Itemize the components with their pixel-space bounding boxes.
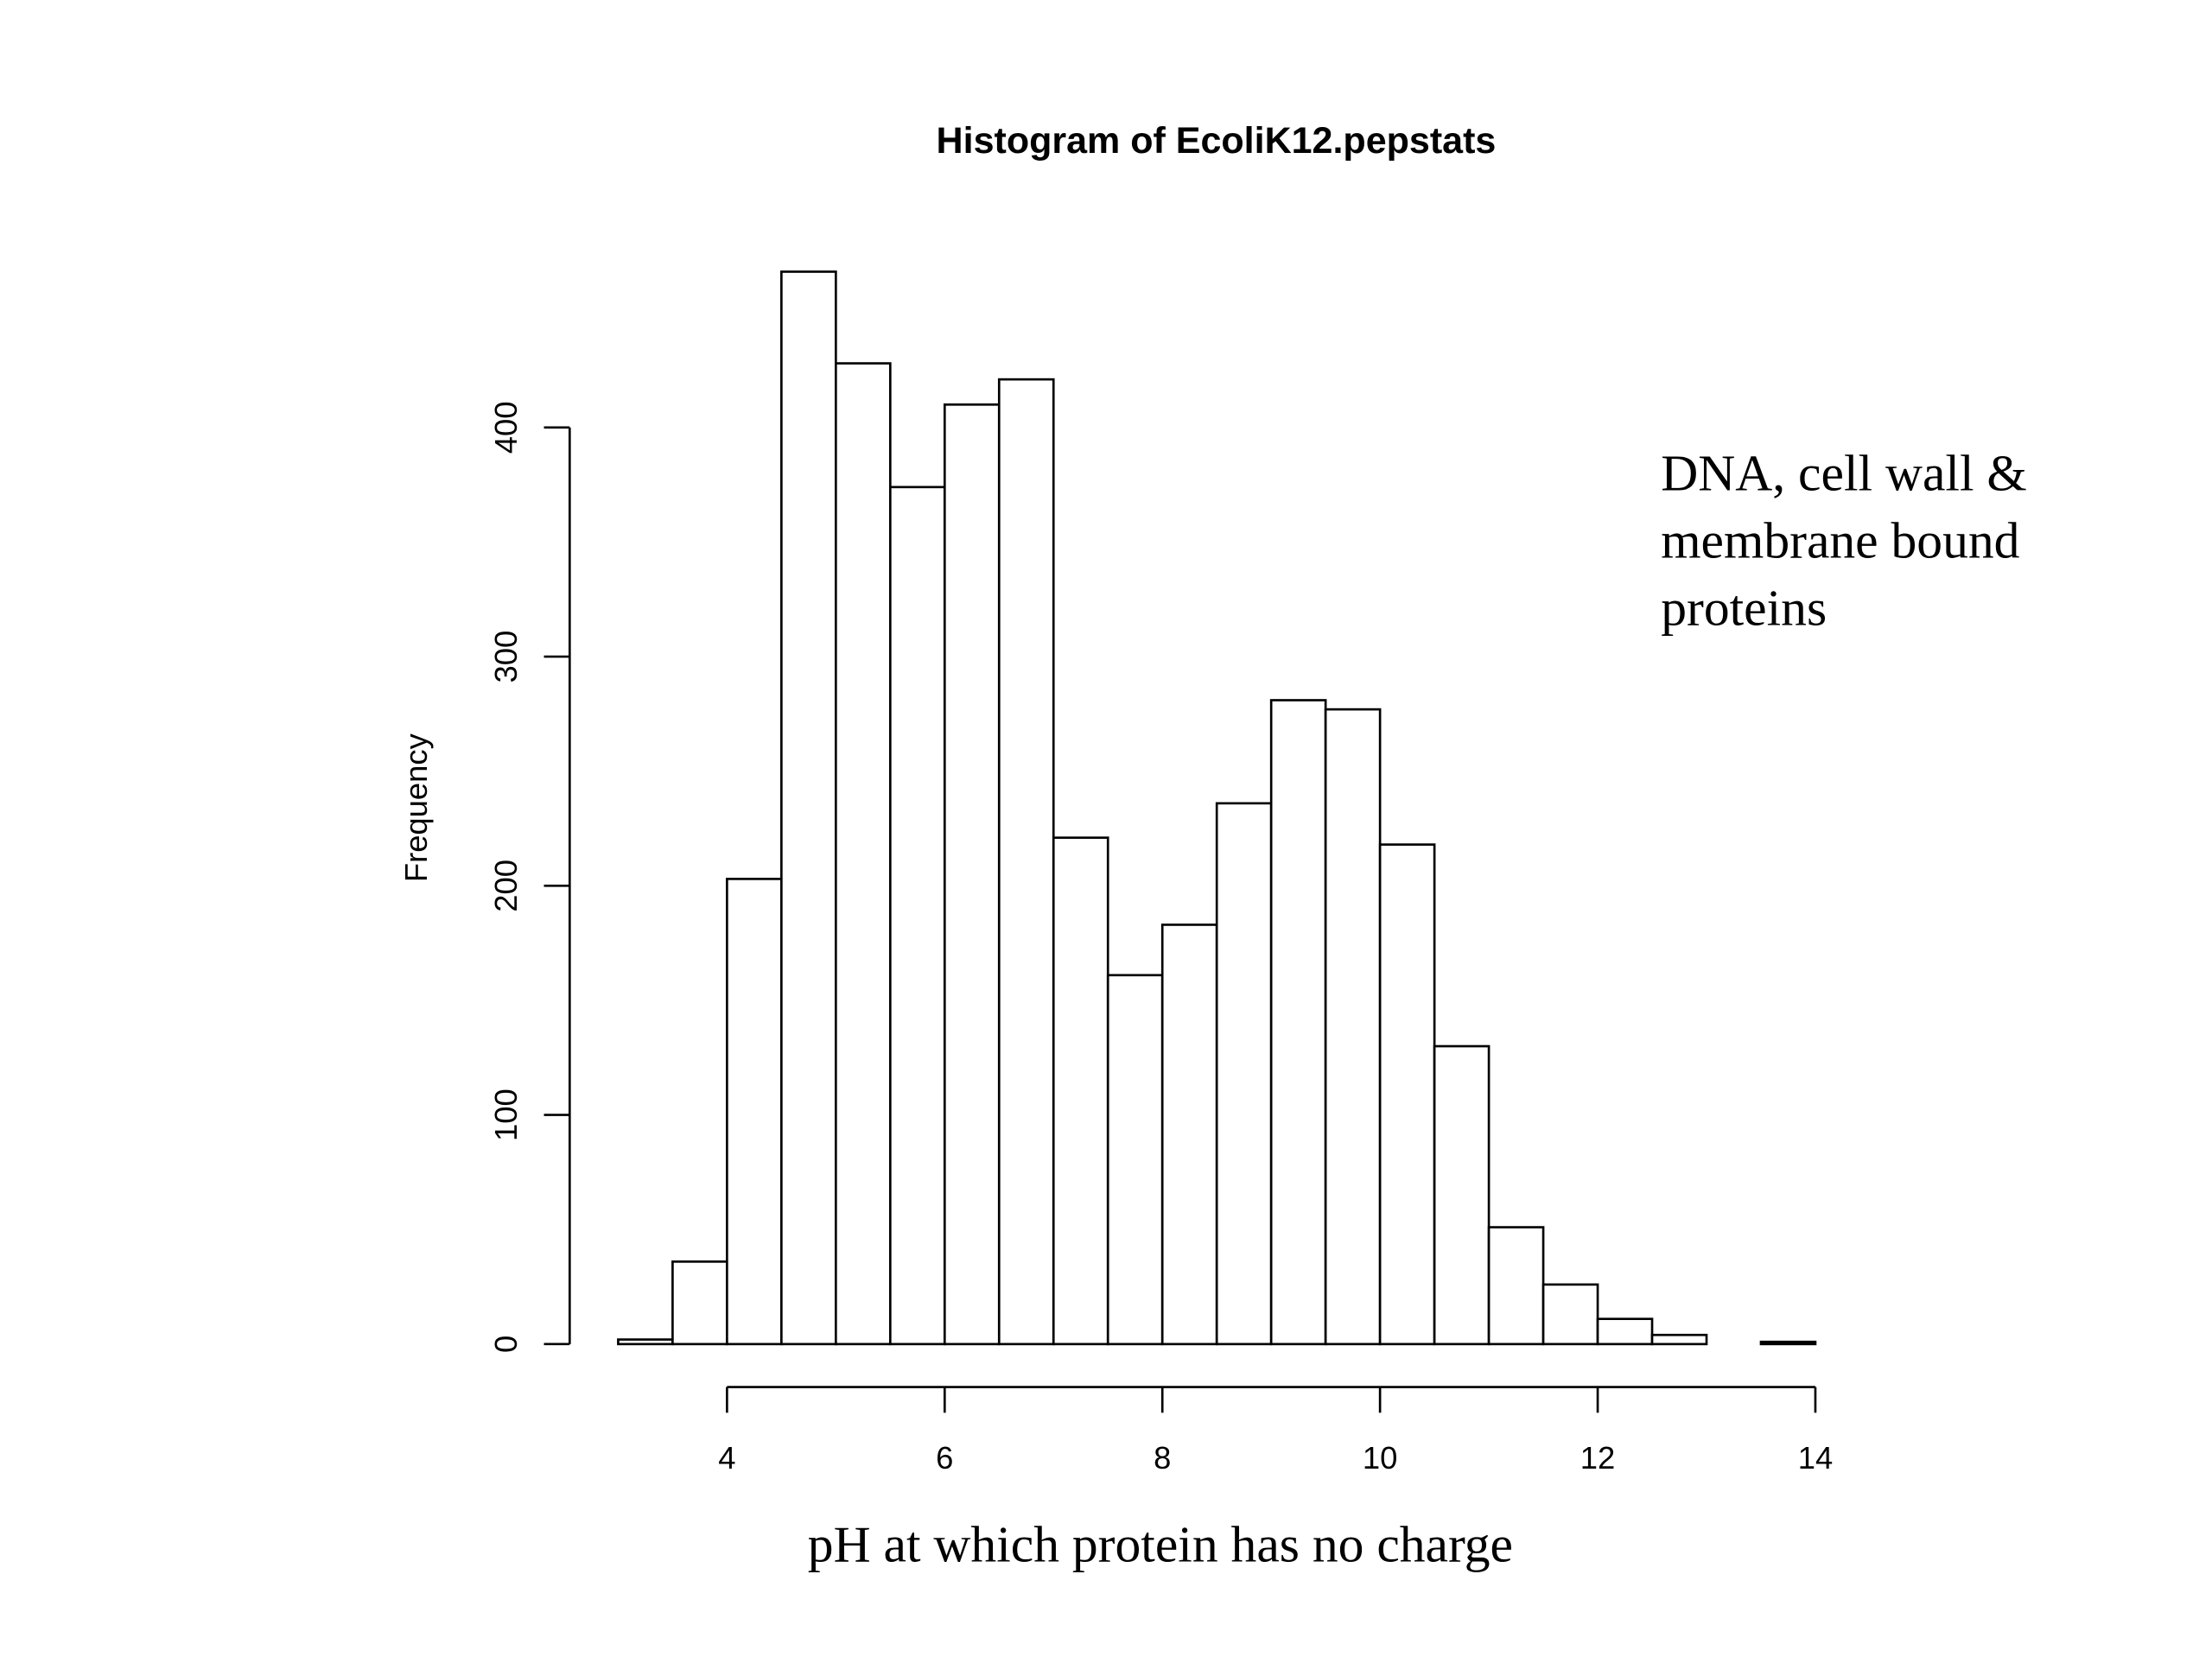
- x-tick-label: 6: [936, 1440, 953, 1476]
- bar: [617, 1338, 674, 1346]
- bar: [943, 403, 1001, 1346]
- y-axis-label: Frequency: [398, 733, 434, 882]
- bar: [1160, 924, 1218, 1346]
- bar: [888, 486, 946, 1346]
- bar: [1433, 1044, 1491, 1346]
- x-tick-label: 12: [1580, 1440, 1616, 1476]
- annotation: proteins: [1661, 579, 1827, 636]
- bar: [780, 270, 837, 1346]
- x-tick-label: 10: [1363, 1440, 1398, 1476]
- y-tick-label: 100: [488, 1089, 524, 1141]
- bar: [1269, 699, 1327, 1346]
- chart-title: Histogram of EcoliK12.pepstats: [937, 120, 1497, 162]
- annotation: DNA, cell wall &: [1661, 445, 2027, 502]
- y-tick-label: 400: [488, 401, 524, 454]
- bar: [1378, 843, 1436, 1346]
- x-axis-label: pH at which protein has no charge: [808, 1515, 1513, 1572]
- x-tick-label: 4: [718, 1440, 735, 1476]
- bar: [1052, 836, 1109, 1346]
- bar: [997, 378, 1055, 1346]
- x-tick-label: 8: [1154, 1440, 1171, 1476]
- bar: [1487, 1226, 1545, 1346]
- bar: [835, 362, 892, 1346]
- bar: [1541, 1283, 1599, 1346]
- y-tick-label: 200: [488, 860, 524, 912]
- bar: [671, 1260, 728, 1346]
- bar: [1215, 802, 1273, 1346]
- bar: [1106, 974, 1164, 1346]
- bar: [1650, 1333, 1708, 1346]
- annotation: membrane bound: [1661, 512, 2019, 569]
- bar: [726, 878, 783, 1346]
- bar: [1759, 1340, 1817, 1346]
- x-tick-label: 14: [1798, 1440, 1834, 1476]
- y-tick-label: 0: [488, 1336, 524, 1353]
- bar: [1324, 708, 1382, 1346]
- bar: [1596, 1317, 1654, 1346]
- y-tick-label: 300: [488, 631, 524, 683]
